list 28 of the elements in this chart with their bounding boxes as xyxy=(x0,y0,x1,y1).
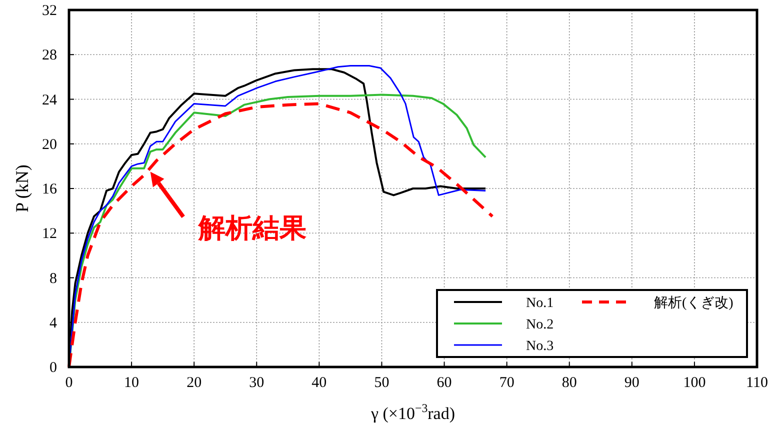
y-tick-label: 32 xyxy=(42,3,57,19)
y-tick-label: 12 xyxy=(42,226,57,242)
x-tick-label: 50 xyxy=(374,375,390,391)
y-tick-label: 28 xyxy=(42,48,57,64)
y-axis-title: P (kN) xyxy=(12,164,32,212)
x-tick-label: 30 xyxy=(249,375,264,391)
annotation: 解析結果 xyxy=(197,212,306,244)
x-tick-label: 60 xyxy=(436,375,452,391)
y-tick-label: 0 xyxy=(50,360,57,376)
y-tick-label: 8 xyxy=(50,270,57,287)
legend-label: No.3 xyxy=(526,339,554,354)
legend-label: 解析(くぎ改) xyxy=(654,295,734,311)
y-tick-label: 4 xyxy=(50,315,58,332)
x-axis-title: γ (×10$^{−3}$rad) xyxy=(370,401,456,423)
x-tick-label: 70 xyxy=(499,375,514,391)
y-tick-label: 16 xyxy=(42,182,58,198)
x-tick-label: 10 xyxy=(124,375,140,391)
x-tick-label: 100 xyxy=(683,375,706,391)
x-tick-label: 80 xyxy=(562,375,577,391)
x-tick-label: 90 xyxy=(624,375,640,391)
y-tick-label: 20 xyxy=(42,136,57,153)
y-tick-label: 24 xyxy=(42,92,58,108)
legend-label: No.2 xyxy=(526,318,554,332)
x-tick-label: 0 xyxy=(65,375,73,391)
x-tick-label: 20 xyxy=(186,375,202,391)
legend-label: No.1 xyxy=(526,296,554,311)
x-tick-label: 40 xyxy=(312,375,327,391)
x-tick-label: 110 xyxy=(746,375,768,391)
